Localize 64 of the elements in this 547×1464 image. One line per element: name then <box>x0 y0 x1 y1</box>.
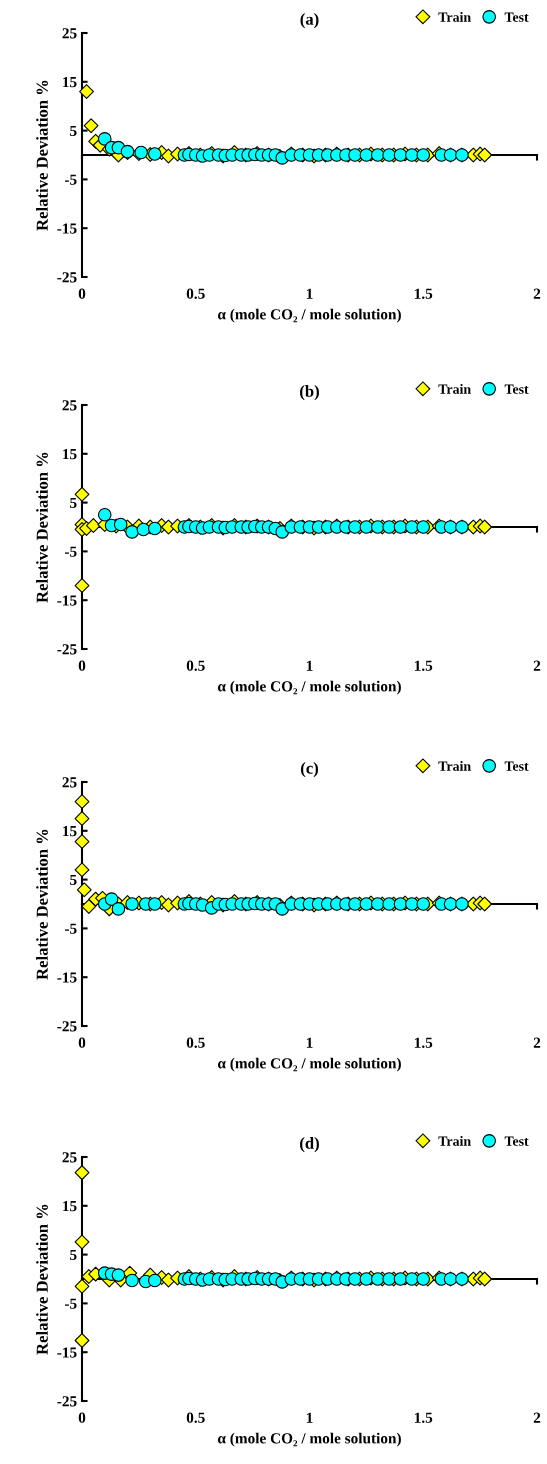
x-tick-label: 0 <box>78 288 86 299</box>
y-tick-label: 15 <box>63 826 77 837</box>
x-tick-label: 2 <box>533 660 541 671</box>
y-tick-label: -15 <box>57 223 77 234</box>
chart-title: (c) <box>300 762 319 778</box>
legend-label: Test <box>504 384 529 394</box>
x-tick-label: 0.5 <box>186 288 205 299</box>
y-tick-label: -5 <box>64 1298 77 1309</box>
x-axis-title: α (mole CO₂ / mole solution) <box>218 308 401 323</box>
y-tick-label: 5 <box>70 1249 77 1261</box>
y-tick-label: -25 <box>57 272 77 283</box>
y-tick-label: 15 <box>63 449 77 460</box>
legend-label: Test <box>504 761 529 771</box>
chart-title: (a) <box>300 13 319 29</box>
x-tick-label: 0 <box>78 1037 86 1048</box>
x-axis-title: α (mole CO₂ / mole solution) <box>218 1057 401 1072</box>
chart-title: (b) <box>300 385 319 401</box>
y-tick-label: 15 <box>63 77 77 88</box>
legend-label: Train <box>438 384 471 394</box>
y-tick-label: 5 <box>70 125 77 137</box>
x-tick-label: 1.5 <box>414 288 433 299</box>
x-tick-label: 0.5 <box>186 1412 205 1423</box>
chart-title: (d) <box>300 1137 319 1153</box>
x-tick-label: 0.5 <box>186 1037 205 1048</box>
y-tick-label: 25 <box>62 400 77 411</box>
legend-label: Test <box>504 1136 529 1146</box>
y-tick-label: 5 <box>70 497 77 509</box>
x-axis-title: α (mole CO₂ / mole solution) <box>218 680 401 695</box>
y-tick-label: 5 <box>70 874 77 886</box>
x-tick-label: 0.5 <box>186 660 205 671</box>
x-axis-title: α (mole CO₂ / mole solution) <box>218 1432 401 1447</box>
x-tick-label: 1 <box>306 660 313 671</box>
y-tick-label: -15 <box>57 595 77 606</box>
y-tick-label: -25 <box>57 1021 77 1032</box>
legend-label: Test <box>504 12 529 22</box>
y-axis-title: Relative Deviation % <box>36 829 48 980</box>
x-tick-label: 1 <box>306 1037 313 1048</box>
x-tick-label: 2 <box>533 1412 541 1423</box>
y-tick-label: -5 <box>64 546 77 557</box>
y-tick-label: -5 <box>64 174 77 185</box>
y-tick-label: -25 <box>57 1396 77 1407</box>
y-tick-label: -15 <box>57 972 77 983</box>
y-axis-title: Relative Deviation % <box>36 80 48 231</box>
x-tick-label: 1.5 <box>414 1037 433 1048</box>
y-tick-label: 25 <box>62 1152 77 1163</box>
y-tick-label: -5 <box>64 923 77 934</box>
y-tick-label: 25 <box>62 28 77 39</box>
y-axis-title: Relative Deviation % <box>36 1204 48 1355</box>
legend-label: Train <box>438 761 471 771</box>
y-tick-label: 25 <box>62 777 77 788</box>
x-tick-label: 1 <box>306 288 313 299</box>
x-tick-label: 2 <box>533 288 541 299</box>
legend-label: Train <box>438 12 471 22</box>
x-tick-label: 1 <box>306 1412 313 1423</box>
x-tick-label: 0 <box>78 660 86 671</box>
y-tick-label: -25 <box>57 644 77 655</box>
y-axis-title: Relative Deviation % <box>36 452 48 603</box>
y-tick-label: 15 <box>63 1201 77 1212</box>
x-tick-label: 2 <box>533 1037 541 1048</box>
x-tick-label: 1.5 <box>414 1412 433 1423</box>
x-tick-label: 0 <box>78 1412 86 1423</box>
legend-label: Train <box>438 1136 471 1146</box>
x-tick-label: 1.5 <box>414 660 433 671</box>
y-tick-label: -15 <box>57 1347 77 1358</box>
